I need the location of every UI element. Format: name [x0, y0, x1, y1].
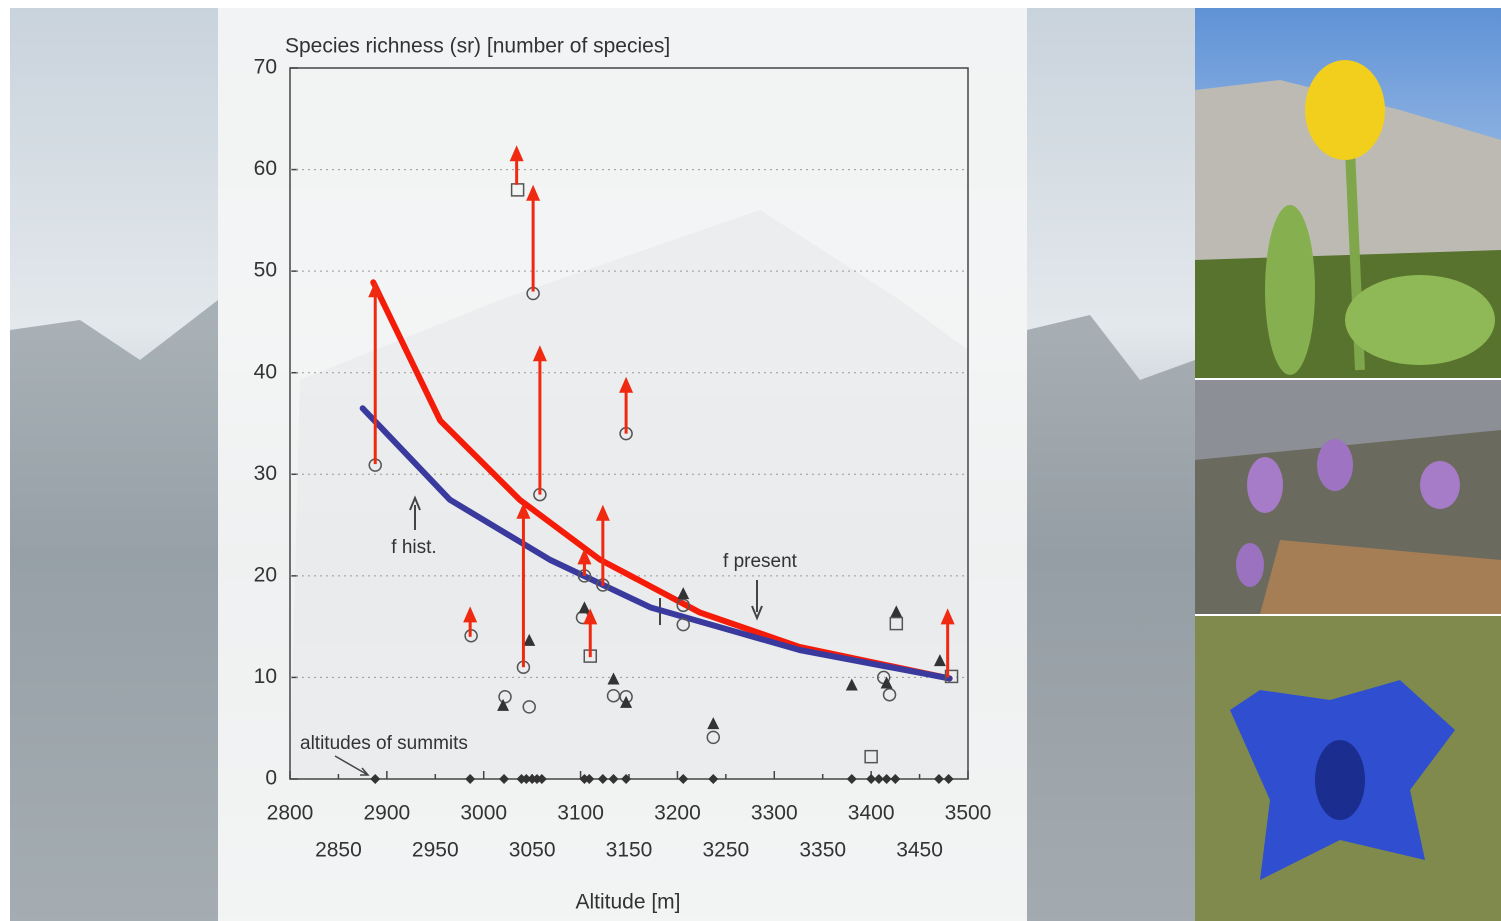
x-tick-label: 3350: [799, 839, 846, 862]
triangle-marker: [845, 678, 858, 691]
x-tick-label: 3150: [606, 839, 653, 862]
circle-marker: [676, 598, 690, 613]
arrow-head: [577, 548, 592, 565]
triangle-marker: [620, 695, 633, 708]
diamond-marker: [866, 774, 877, 784]
y-tick-label: 70: [254, 56, 277, 79]
annotation: f present: [723, 551, 798, 572]
circle-marker: [882, 687, 897, 702]
summits-arrow: [334, 755, 370, 776]
y-tick-label: 0: [265, 767, 277, 790]
background-photo: [10, 8, 1195, 921]
diamond-marker: [499, 774, 510, 784]
x-tick-label: 2950: [412, 839, 459, 862]
x-tick-label: 3450: [896, 839, 943, 862]
diamond-marker: [465, 774, 476, 784]
triangle-marker: [890, 605, 903, 618]
triangle-marker: [607, 672, 620, 685]
diamond-marker: [846, 774, 857, 784]
arrow-head: [463, 606, 478, 623]
triangle-marker: [578, 601, 591, 614]
x-tick-label: 3300: [751, 802, 798, 825]
arrow-head: [509, 145, 524, 162]
circle-marker: [706, 730, 721, 745]
y-tick-label: 50: [254, 259, 277, 282]
circle-marker: [498, 689, 512, 704]
annotation: f hist.: [391, 537, 436, 558]
chart-title: Species richness (sr) [number of species…: [285, 35, 670, 58]
square-marker: [944, 669, 959, 684]
x-tick-label: 3400: [848, 802, 895, 825]
x-tick-label: 3500: [945, 802, 992, 825]
circle-marker: [522, 700, 536, 714]
f-hist-arrow: [409, 495, 421, 530]
diamond-marker: [943, 774, 954, 784]
diamond-marker: [881, 774, 892, 784]
square-marker: [864, 749, 878, 764]
triangle-marker: [523, 633, 536, 646]
diamond-marker: [933, 774, 944, 784]
arrow-head: [619, 376, 634, 393]
x-tick-label: 2900: [363, 802, 410, 825]
y-tick-label: 40: [254, 360, 277, 383]
y-tick-label: 10: [254, 665, 277, 688]
x-tick-label: 3000: [460, 802, 507, 825]
arrow-head: [583, 608, 598, 625]
y-tick-label: 30: [254, 462, 277, 485]
y-tick-label: 20: [254, 563, 277, 586]
fit-curve: [359, 405, 953, 682]
diamond-marker: [536, 774, 547, 784]
x-tick-label: 3200: [654, 802, 701, 825]
annotation: altitudes of summits: [300, 733, 468, 754]
triangle-marker: [497, 698, 510, 711]
arrow-head: [526, 184, 541, 201]
chart: Species richness (sr) [number of species…: [254, 35, 992, 914]
triangle-marker: [933, 654, 946, 667]
diamond-marker: [890, 774, 901, 784]
arrow-head: [516, 502, 531, 519]
x-tick-label: 3250: [702, 839, 749, 862]
arrow-head: [940, 608, 955, 625]
diamond-marker: [584, 774, 595, 784]
diamond-marker: [597, 774, 608, 784]
x-tick-label: 2850: [315, 839, 362, 862]
diamond-marker: [873, 774, 884, 784]
square-marker: [889, 616, 904, 631]
y-tick-label: 60: [254, 157, 277, 180]
x-tick-label: 3100: [557, 802, 604, 825]
flower-photos: [1195, 8, 1501, 921]
triangle-marker: [707, 717, 720, 730]
diamond-marker: [678, 774, 689, 784]
diamond-marker: [621, 774, 632, 784]
arrow-head: [368, 281, 383, 298]
diamond-marker: [370, 774, 381, 784]
circle-marker: [676, 617, 690, 632]
triangle-marker: [880, 676, 893, 689]
arrow-head: [532, 345, 547, 362]
diamond-marker: [608, 774, 619, 784]
x-tick-label: 2800: [267, 802, 314, 825]
f-present-arrow: [751, 580, 763, 621]
x-tick-label: 3050: [509, 839, 556, 862]
x-axis-label: Altitude [m]: [575, 891, 680, 914]
arrow-head: [595, 504, 610, 521]
diamond-marker: [708, 774, 719, 784]
diamond-marker: [521, 774, 532, 784]
triangle-marker: [677, 587, 690, 600]
